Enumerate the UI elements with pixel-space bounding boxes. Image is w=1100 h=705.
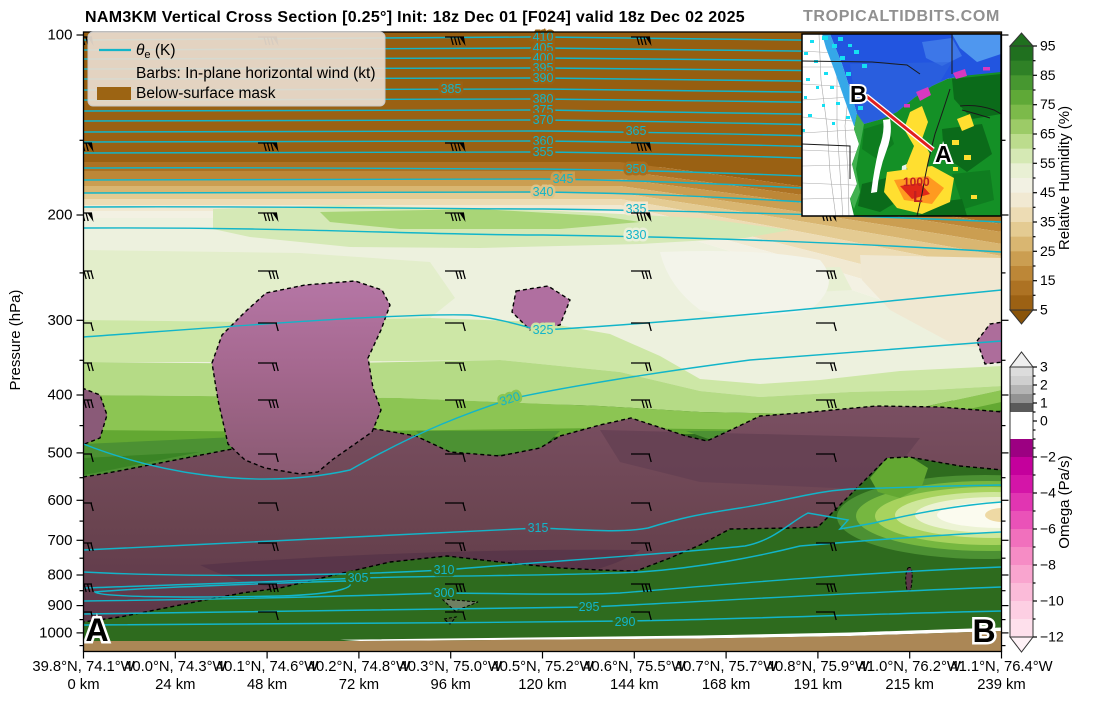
svg-text:Pressure (hPa): Pressure (hPa): [7, 290, 24, 391]
svg-text:Barbs: In-plane horizontal win: Barbs: In-plane horizontal wind (kt): [136, 65, 376, 82]
svg-text:300: 300: [47, 312, 72, 329]
svg-text:NAM3KM Vertical Cross Section: NAM3KM Vertical Cross Section [0.25°] In…: [85, 9, 745, 26]
svg-text:B: B: [850, 81, 867, 107]
svg-text:L: L: [913, 189, 923, 206]
svg-text:400: 400: [533, 51, 554, 65]
svg-text:Below-surface mask: Below-surface mask: [136, 85, 276, 102]
svg-text:41.1°N, 76.4°W: 41.1°N, 76.4°W: [950, 659, 1052, 675]
svg-text:85: 85: [1040, 67, 1056, 83]
svg-text:300: 300: [434, 586, 455, 600]
svg-text:3: 3: [1040, 359, 1048, 375]
svg-text:0 km: 0 km: [67, 677, 99, 693]
svg-text:900: 900: [47, 597, 72, 614]
svg-text:700: 700: [47, 532, 72, 549]
svg-text:40.5°N, 75.2°W: 40.5°N, 75.2°W: [491, 659, 593, 675]
svg-text:400: 400: [47, 387, 72, 404]
svg-text:200: 200: [47, 207, 72, 224]
svg-text:41.0°N, 76.2°W: 41.0°N, 76.2°W: [859, 659, 961, 675]
svg-text:310: 310: [434, 563, 455, 577]
svg-text:24 km: 24 km: [155, 677, 195, 693]
svg-text:−8: −8: [1040, 557, 1056, 573]
svg-text:−6: −6: [1040, 521, 1056, 537]
svg-text:370: 370: [533, 113, 554, 127]
svg-text:40.0°N, 74.3°W: 40.0°N, 74.3°W: [124, 659, 226, 675]
svg-text:35: 35: [1040, 214, 1056, 230]
svg-text:A: A: [935, 141, 952, 167]
svg-text:100: 100: [47, 27, 72, 44]
svg-text:40.7°N, 75.7°W: 40.7°N, 75.7°W: [675, 659, 777, 675]
svg-text:1000: 1000: [903, 175, 930, 189]
svg-text:340: 340: [533, 185, 554, 199]
svg-text:39.8°N, 74.1°W: 39.8°N, 74.1°W: [32, 659, 134, 675]
svg-text:295: 295: [579, 600, 600, 614]
svg-text:120 km: 120 km: [518, 677, 567, 693]
svg-text:5: 5: [1040, 302, 1048, 318]
svg-text:215 km: 215 km: [885, 677, 934, 693]
svg-text:25: 25: [1040, 243, 1056, 259]
svg-text:Omega (Pa/s): Omega (Pa/s): [1056, 455, 1073, 548]
svg-text:395: 395: [533, 61, 554, 75]
svg-text:385: 385: [441, 82, 462, 96]
svg-text:−4: −4: [1040, 485, 1056, 501]
svg-text:239 km: 239 km: [977, 677, 1026, 693]
svg-text:375: 375: [533, 103, 554, 117]
svg-text:40.8°N, 75.9°W: 40.8°N, 75.9°W: [767, 659, 869, 675]
svg-text:A: A: [85, 612, 108, 648]
svg-text:75: 75: [1040, 96, 1056, 112]
svg-text:45: 45: [1040, 184, 1056, 200]
svg-text:350: 350: [626, 162, 647, 176]
svg-text:θe (K): θe (K): [136, 42, 176, 61]
svg-text:345: 345: [553, 172, 574, 186]
svg-text:Relative Humidity (%): Relative Humidity (%): [1056, 106, 1073, 250]
svg-text:1: 1: [1040, 395, 1048, 411]
svg-text:315: 315: [528, 521, 549, 535]
svg-text:40.6°N, 75.5°W: 40.6°N, 75.5°W: [583, 659, 685, 675]
svg-text:380: 380: [533, 92, 554, 106]
svg-text:800: 800: [47, 567, 72, 584]
svg-text:600: 600: [47, 492, 72, 509]
svg-text:15: 15: [1040, 272, 1056, 288]
svg-text:168 km: 168 km: [702, 677, 751, 693]
svg-text:335: 335: [626, 202, 647, 216]
svg-text:40.1°N, 74.6°W: 40.1°N, 74.6°W: [216, 659, 318, 675]
svg-text:48 km: 48 km: [247, 677, 287, 693]
svg-text:96 km: 96 km: [431, 677, 471, 693]
svg-text:365: 365: [626, 124, 647, 138]
svg-text:−12: −12: [1040, 629, 1064, 645]
svg-text:95: 95: [1040, 38, 1056, 54]
svg-text:405: 405: [533, 41, 554, 55]
svg-text:390: 390: [533, 71, 554, 85]
svg-text:40.2°N, 74.8°W: 40.2°N, 74.8°W: [308, 659, 410, 675]
svg-text:191 km: 191 km: [794, 677, 843, 693]
svg-text:290: 290: [615, 615, 636, 629]
svg-text:65: 65: [1040, 126, 1056, 142]
svg-text:144 km: 144 km: [610, 677, 659, 693]
svg-text:500: 500: [47, 444, 72, 461]
svg-text:1000: 1000: [39, 624, 72, 641]
svg-text:72 km: 72 km: [339, 677, 379, 693]
svg-text:355: 355: [533, 145, 554, 159]
svg-text:55: 55: [1040, 155, 1056, 171]
svg-text:−10: −10: [1040, 593, 1064, 609]
svg-text:2: 2: [1040, 377, 1048, 393]
svg-text:−2: −2: [1040, 449, 1056, 465]
svg-text:305: 305: [348, 571, 369, 585]
svg-text:325: 325: [533, 323, 554, 337]
svg-text:0: 0: [1040, 413, 1048, 429]
svg-text:TROPICALTIDBITS.COM: TROPICALTIDBITS.COM: [803, 8, 1000, 25]
svg-text:B: B: [972, 613, 995, 649]
svg-text:360: 360: [533, 134, 554, 148]
svg-text:330: 330: [626, 228, 647, 242]
svg-text:40.3°N, 75.0°W: 40.3°N, 75.0°W: [400, 659, 502, 675]
